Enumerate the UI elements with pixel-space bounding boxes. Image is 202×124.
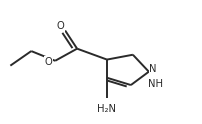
Text: N: N [149,64,157,74]
Text: H₂N: H₂N [98,104,117,114]
Text: O: O [56,21,64,31]
Text: O: O [45,57,53,67]
Text: NH: NH [148,79,163,89]
